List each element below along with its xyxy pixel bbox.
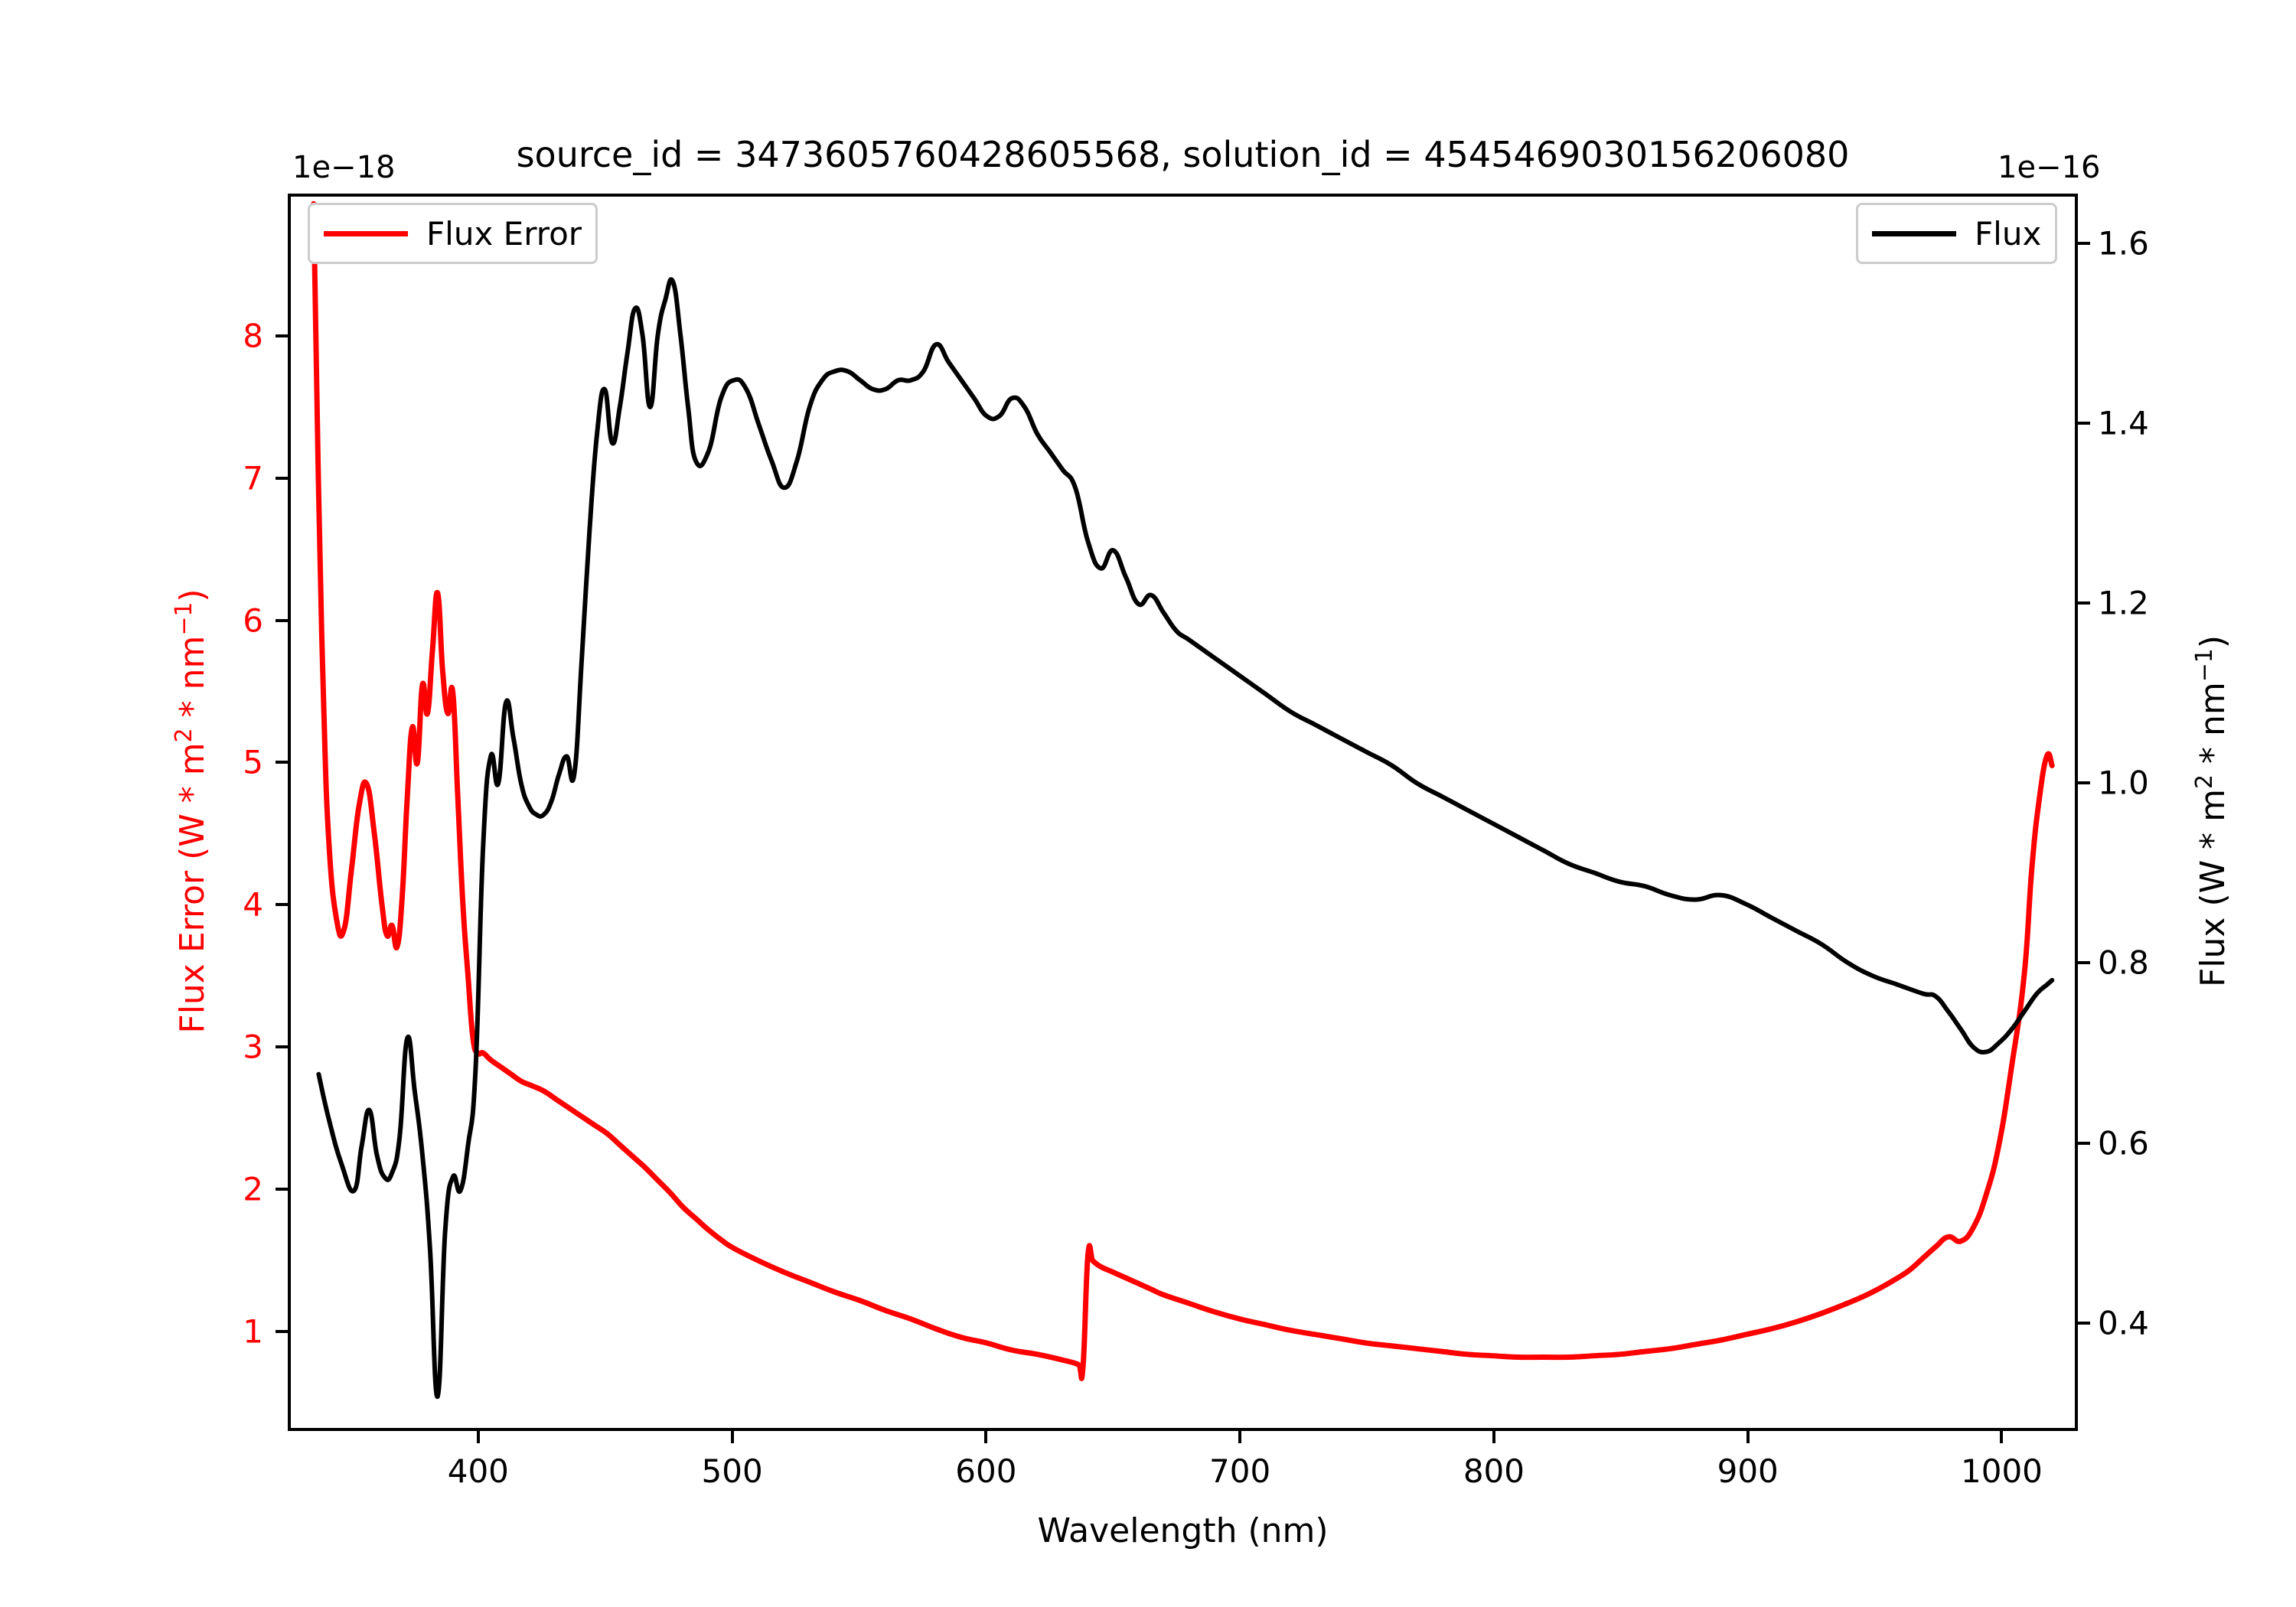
right-axis-label: Flux (W * m2 * nm−1): [2191, 635, 2232, 987]
right-y-tick-mark: [2078, 1141, 2090, 1145]
left-axis-label-sup2: −1: [171, 601, 198, 636]
left-y-tick-mark: [276, 1045, 288, 1049]
right-y-tick-label: 1.0: [2098, 764, 2149, 802]
legend-flux: Flux: [1856, 203, 2058, 264]
flux-error-line: [311, 200, 2055, 1381]
left-y-tick-mark: [276, 761, 288, 764]
x-tick-label: 400: [447, 1452, 509, 1490]
legend-flux-error-label: Flux Error: [426, 214, 582, 253]
plot-canvas: [311, 200, 2055, 1400]
left-y-tick-mark: [276, 903, 288, 907]
left-axis-label-post: ): [172, 588, 212, 602]
left-y-tick-label: 7: [243, 459, 263, 497]
x-tick-mark: [1492, 1431, 1495, 1443]
legend-flux-error-swatch: [324, 230, 408, 236]
left-axis-label-mid: * nm: [172, 635, 212, 729]
left-y-tick-mark: [276, 618, 288, 622]
x-tick-label: 500: [701, 1452, 763, 1490]
left-axis-label-pre: Flux Error (W * m: [172, 742, 212, 1034]
x-tick-mark: [730, 1431, 734, 1443]
right-y-tick-label: 1.6: [2098, 224, 2149, 262]
right-axis-offset-label: 1e−16: [1998, 150, 2101, 185]
left-y-tick-label: 1: [243, 1312, 263, 1351]
right-y-tick-mark: [2078, 601, 2090, 605]
x-tick-mark: [2000, 1431, 2004, 1443]
flux-line: [316, 277, 2055, 1400]
x-tick-label: 700: [1209, 1452, 1271, 1490]
left-y-tick-label: 8: [243, 317, 263, 355]
left-y-tick-mark: [276, 476, 288, 480]
legend-flux-error: Flux Error: [308, 203, 598, 264]
x-tick-label: 600: [955, 1452, 1017, 1490]
right-axis-label-mid: * nm: [2193, 682, 2232, 775]
right-axis-label-sup1: 2: [2191, 774, 2219, 790]
left-y-tick-label: 3: [243, 1028, 263, 1066]
x-tick-mark: [476, 1431, 480, 1443]
plot-axes-area: [288, 194, 2078, 1431]
right-y-tick-mark: [2078, 241, 2090, 245]
left-y-tick-mark: [276, 1188, 288, 1191]
left-y-tick-mark: [276, 334, 288, 337]
left-y-tick-mark: [276, 1329, 288, 1333]
left-y-tick-label: 6: [243, 601, 263, 640]
right-axis-label-post: ): [2193, 635, 2232, 649]
left-y-tick-label: 2: [243, 1170, 263, 1208]
plot-title: source_id = 3473605760428605568, solutio…: [516, 134, 1850, 175]
right-y-tick-label: 0.8: [2098, 944, 2149, 982]
left-axis-label-sup1: 2: [171, 728, 198, 743]
x-tick-mark: [1238, 1431, 1242, 1443]
right-y-tick-mark: [2078, 421, 2090, 425]
left-axis-label: Flux Error (W * m2 * nm−1): [171, 588, 212, 1033]
x-tick-label: 900: [1717, 1452, 1779, 1490]
left-axis-offset-label: 1e−18: [292, 150, 396, 185]
right-y-tick-mark: [2078, 961, 2090, 965]
x-tick-label: 800: [1463, 1452, 1525, 1490]
right-y-tick-label: 1.4: [2098, 404, 2149, 442]
right-axis-label-pre: Flux (W * m: [2193, 789, 2232, 987]
x-tick-mark: [1746, 1431, 1750, 1443]
right-axis-label-sup2: −1: [2191, 648, 2219, 683]
x-tick-label: 1000: [1961, 1452, 2043, 1490]
left-y-tick-label: 4: [243, 885, 263, 924]
x-tick-mark: [984, 1431, 988, 1443]
right-y-tick-mark: [2078, 781, 2090, 785]
legend-flux-label: Flux: [1975, 214, 2042, 253]
left-y-tick-label: 5: [243, 743, 263, 781]
right-y-tick-label: 0.6: [2098, 1124, 2149, 1162]
right-y-tick-mark: [2078, 1321, 2090, 1325]
legend-flux-swatch: [1872, 230, 1956, 236]
right-y-tick-label: 1.2: [2098, 584, 2149, 622]
right-y-tick-label: 0.4: [2098, 1304, 2149, 1342]
x-axis-label: Wavelength (nm): [1037, 1511, 1329, 1550]
